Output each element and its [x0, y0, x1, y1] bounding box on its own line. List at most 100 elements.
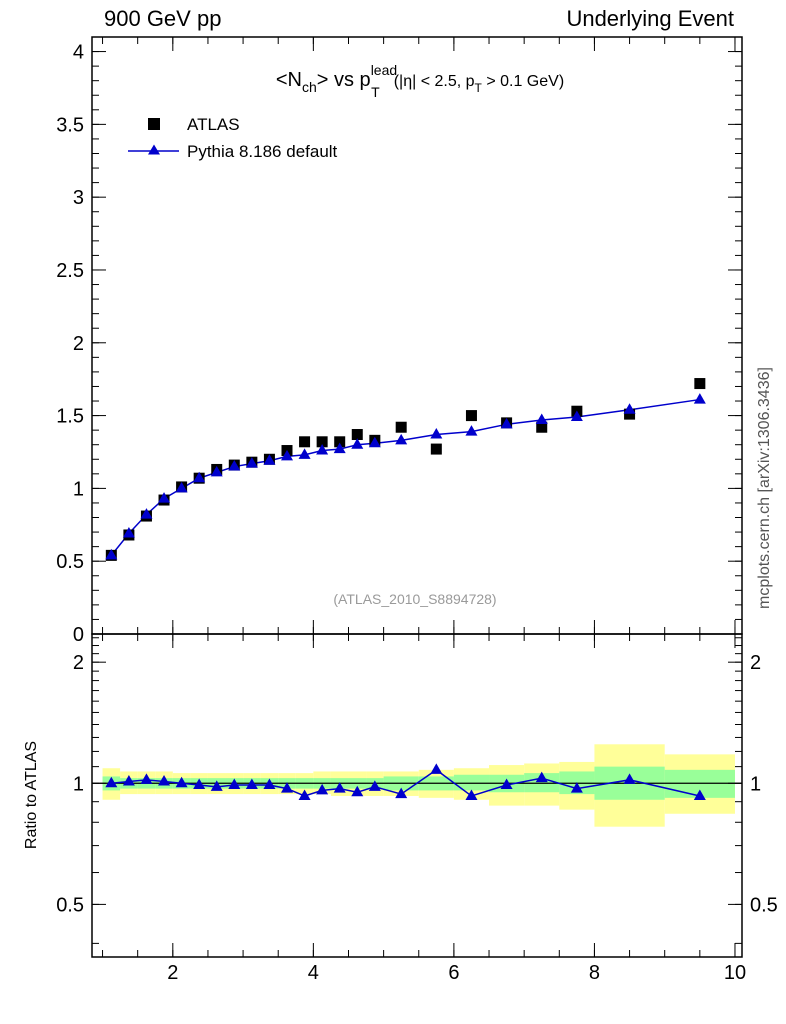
ratio-mc-point — [175, 776, 188, 788]
mc-point — [333, 442, 346, 454]
ratio-xtick-label: 2 — [167, 962, 178, 984]
mc-point — [535, 413, 548, 424]
ratio-mc-point — [122, 775, 135, 786]
mc-point — [140, 508, 153, 519]
ratio-ytick-label: 2 — [73, 652, 84, 674]
data-point — [624, 408, 636, 420]
ratio-xtick-label: 8 — [589, 962, 600, 984]
header-right-label: Underlying Event — [566, 6, 734, 31]
ratio-ytick-label-right: 0.5 — [750, 894, 778, 916]
ratio-mc-point — [105, 776, 118, 788]
title-part-d: lead — [371, 62, 397, 78]
main-ytick-label: 4 — [73, 42, 84, 64]
main-ytick-label: 0.5 — [56, 551, 84, 573]
main-ytick-label: 1 — [73, 478, 84, 500]
title-part-h: > 0.1 GeV) — [482, 73, 564, 90]
ratio-mc-point — [210, 780, 223, 791]
title-part-c: > vs p — [317, 69, 371, 91]
ratio-mc-point — [228, 778, 241, 790]
data-point — [334, 436, 346, 448]
mc-point — [281, 449, 293, 461]
ratio-mc-point — [140, 773, 153, 784]
ratio-mc-point — [193, 778, 206, 790]
ratio-ytick-label: 1 — [73, 773, 84, 795]
data-point — [465, 410, 477, 422]
mc-point — [395, 433, 408, 445]
ratio-mc-point — [430, 763, 443, 774]
ratio-mc-point — [395, 787, 408, 799]
main-ytick-label: 3 — [73, 187, 84, 209]
ratio-mc-point — [623, 773, 636, 784]
mc-point — [465, 425, 478, 436]
mc-point — [623, 403, 636, 414]
title-part-f: (|η| < 2.5, p — [394, 73, 475, 90]
ratio-mc-point — [500, 778, 513, 790]
legend-mc-marker — [148, 144, 160, 155]
mc-point — [351, 438, 364, 449]
title-part-g: T — [475, 81, 483, 95]
uncertainty-band-inner — [524, 773, 560, 793]
mc-point — [245, 457, 258, 468]
main-ytick-label: 0 — [73, 624, 84, 646]
ratio-mc-point — [316, 783, 329, 795]
mc-point — [158, 492, 171, 503]
main-ytick-label: 2.5 — [56, 260, 84, 282]
mc-point — [570, 410, 583, 422]
data-point — [430, 443, 442, 455]
ratio-mc-point — [535, 771, 548, 783]
ratio-ylabel: Ratio to ATLAS — [23, 741, 40, 849]
mc-point — [228, 460, 241, 471]
data-point — [694, 378, 706, 390]
mc-point — [193, 471, 206, 483]
ratio-ytick-label: 0.5 — [56, 894, 84, 916]
ratio-mc-point — [465, 789, 478, 800]
ratio-panel: Ratio to ATLAS 0.5 0.5 1 1 2 2 2 4 6 8 10 — [23, 633, 778, 984]
data-point — [395, 421, 407, 433]
mc-point — [500, 417, 513, 429]
ratio-mc-point — [693, 789, 706, 800]
legend-data-label: ATLAS — [187, 115, 240, 134]
mc-point — [368, 436, 381, 448]
data-point — [299, 436, 311, 448]
legend: ATLAS Pythia 8.186 default — [128, 115, 338, 161]
main-ytick-label: 3.5 — [56, 114, 84, 136]
legend-data-marker — [148, 118, 160, 130]
main-title: <Nch> vs plead T(|η| < 2.5, pT > 0.1 GeV) — [276, 62, 564, 100]
ratio-mc-point — [245, 778, 258, 790]
title-part-b: ch — [302, 79, 317, 95]
watermark-label: (ATLAS_2010_S8894728) — [333, 591, 496, 607]
ratio-ytick-label-right: 2 — [750, 652, 761, 674]
ratio-mc-point — [333, 782, 346, 793]
main-ytick-label: 1.5 — [56, 406, 84, 428]
mc-point — [122, 527, 135, 538]
main-panel: <Nch> vs plead T(|η| < 2.5, pT > 0.1 GeV)… — [56, 36, 743, 646]
uncertainty-band-inner — [453, 774, 490, 791]
ratio-mc-point — [368, 780, 381, 791]
ratio-mc-point — [351, 785, 364, 797]
mc-point — [693, 393, 706, 404]
mc-point — [298, 448, 311, 459]
ratio-xtick-label: 10 — [724, 962, 746, 984]
mc-point — [105, 548, 118, 560]
data-point — [536, 421, 548, 433]
mc-point — [175, 481, 188, 493]
ratio-xtick-label: 4 — [308, 962, 319, 984]
ratio-mc-point — [263, 778, 276, 790]
mc-point — [430, 428, 443, 439]
ratio-xtick-label: 6 — [448, 962, 459, 984]
mc-point — [263, 454, 276, 465]
header-left-label: 900 GeV pp — [104, 6, 222, 31]
ratio-mc-point — [281, 782, 293, 793]
main-ytick-label: 2 — [73, 333, 84, 355]
ratio-mc-point — [570, 782, 583, 793]
legend-mc-label: Pythia 8.186 default — [187, 142, 338, 161]
data-point — [316, 436, 328, 448]
ratio-ytick-label-right: 1 — [750, 773, 761, 795]
ratio-frame — [91, 633, 743, 958]
data-point — [351, 429, 363, 441]
title-part-e: T — [371, 84, 380, 100]
ratio-mc-point — [158, 775, 171, 786]
title-part-a: <N — [276, 69, 302, 91]
ratio-mc-point — [298, 789, 311, 800]
